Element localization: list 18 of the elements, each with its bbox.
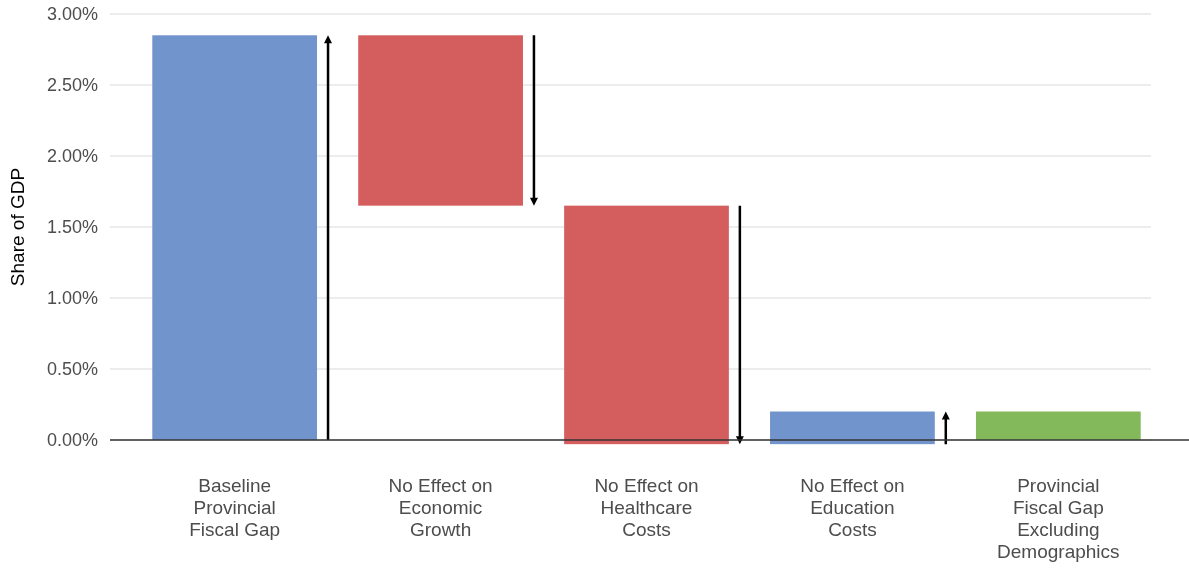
x-tick-label: No Effect on Healthcare Costs <box>594 475 699 540</box>
bar <box>358 35 523 206</box>
y-tick-label: 3.00% <box>46 4 98 25</box>
y-axis-title: Share of GDP <box>7 167 28 287</box>
bar <box>152 35 318 440</box>
y-tick-label: 2.50% <box>46 75 98 96</box>
x-tick-label: No Effect on Economic Growth <box>388 475 493 540</box>
x-tick-label: Baseline Provincial Fiscal Gap <box>189 475 281 540</box>
y-tick-label: 0.50% <box>46 359 98 380</box>
y-tick-label: 1.00% <box>46 288 98 309</box>
bar <box>564 205 729 445</box>
y-tick-label: 0.00% <box>46 430 98 451</box>
y-tick-label: 1.50% <box>46 217 98 238</box>
bar <box>975 411 1141 440</box>
y-tick-label: 2.00% <box>46 146 98 167</box>
bar <box>770 411 935 445</box>
x-tick-label: No Effect on Education Costs <box>800 475 905 540</box>
x-tick-label: Provincial Fiscal Gap Excluding Demographics <box>997 475 1120 562</box>
